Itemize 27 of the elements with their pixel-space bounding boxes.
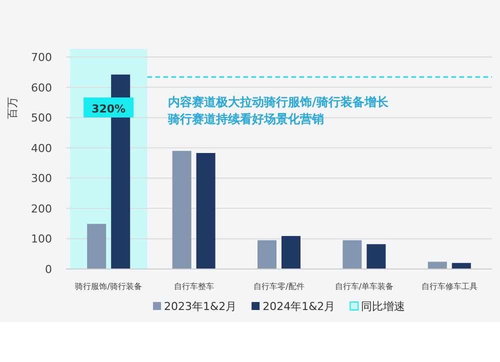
y-tick-label: 600 <box>31 81 52 94</box>
y-tick-label: 100 <box>31 232 52 246</box>
annotation: 骑行赛道持续看好场景化营销 <box>167 112 324 126</box>
legend-label: 同比增速 <box>361 300 406 313</box>
x-tick-label: 自行车修车工具 <box>421 282 478 291</box>
y-tick-label: 400 <box>31 142 52 155</box>
y-tick-label: 300 <box>31 172 52 186</box>
bar <box>366 244 386 269</box>
annotation: 320% <box>92 102 126 116</box>
y-tick-label: 500 <box>31 112 52 125</box>
bar <box>87 224 106 269</box>
x-tick-label: 自行车/单车装备 <box>334 282 394 291</box>
x-tick-label: 自行车整车 <box>174 282 214 291</box>
bar <box>196 153 216 269</box>
y-tick-label: 700 <box>31 51 52 64</box>
bar <box>428 262 447 269</box>
annotation: 内容赛道极大拉动骑行服饰/骑行装备增长 <box>168 95 390 109</box>
bar <box>282 236 300 269</box>
bar <box>258 240 276 269</box>
y-tick-label: 200 <box>31 202 52 216</box>
x-tick-label: 骑行服饰/骑行装备 <box>75 282 142 291</box>
x-tick-label: 自行车零/配件 <box>254 282 304 291</box>
bar <box>452 262 471 269</box>
bar <box>342 240 362 269</box>
y-tick-label: 0 <box>45 263 52 276</box>
bar <box>172 150 192 269</box>
y-axis-title: 百万 <box>6 97 19 119</box>
